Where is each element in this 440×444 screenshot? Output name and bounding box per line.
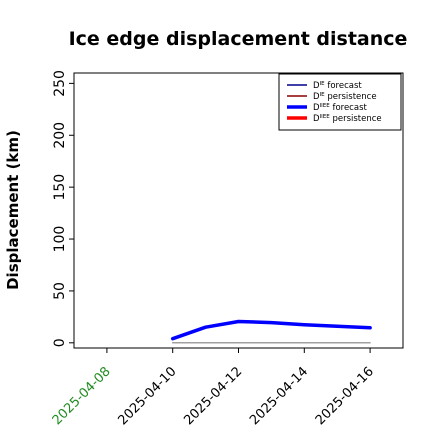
legend-label: DIIEE forecast (313, 103, 367, 113)
x-tick-label: 2025-04-14 (247, 364, 311, 428)
x-tick-label: 2025-04-16 (313, 364, 377, 428)
y-tick-label: 250 (52, 70, 68, 97)
legend-label: DIE forecast (313, 81, 362, 91)
legend-label: DIIEE persistence (313, 114, 382, 124)
y-axis-label: Displacement (km) (4, 130, 22, 290)
legend-box (278, 73, 402, 131)
y-tick-label: 100 (52, 226, 68, 253)
y-tick-label: 0 (52, 338, 68, 347)
x-tick-label: 2025-04-08 (50, 364, 114, 428)
chart-title: Ice edge displacement distance (69, 28, 408, 50)
y-tick-label: 50 (52, 282, 68, 300)
y-tick-label: 200 (52, 122, 68, 149)
x-tick-label: 2025-04-12 (181, 364, 245, 428)
series-line (170, 319, 372, 341)
legend-label: DIE persistence (313, 92, 377, 102)
y-tick-label: 150 (52, 174, 68, 201)
x-tick-label: 2025-04-10 (115, 364, 179, 428)
